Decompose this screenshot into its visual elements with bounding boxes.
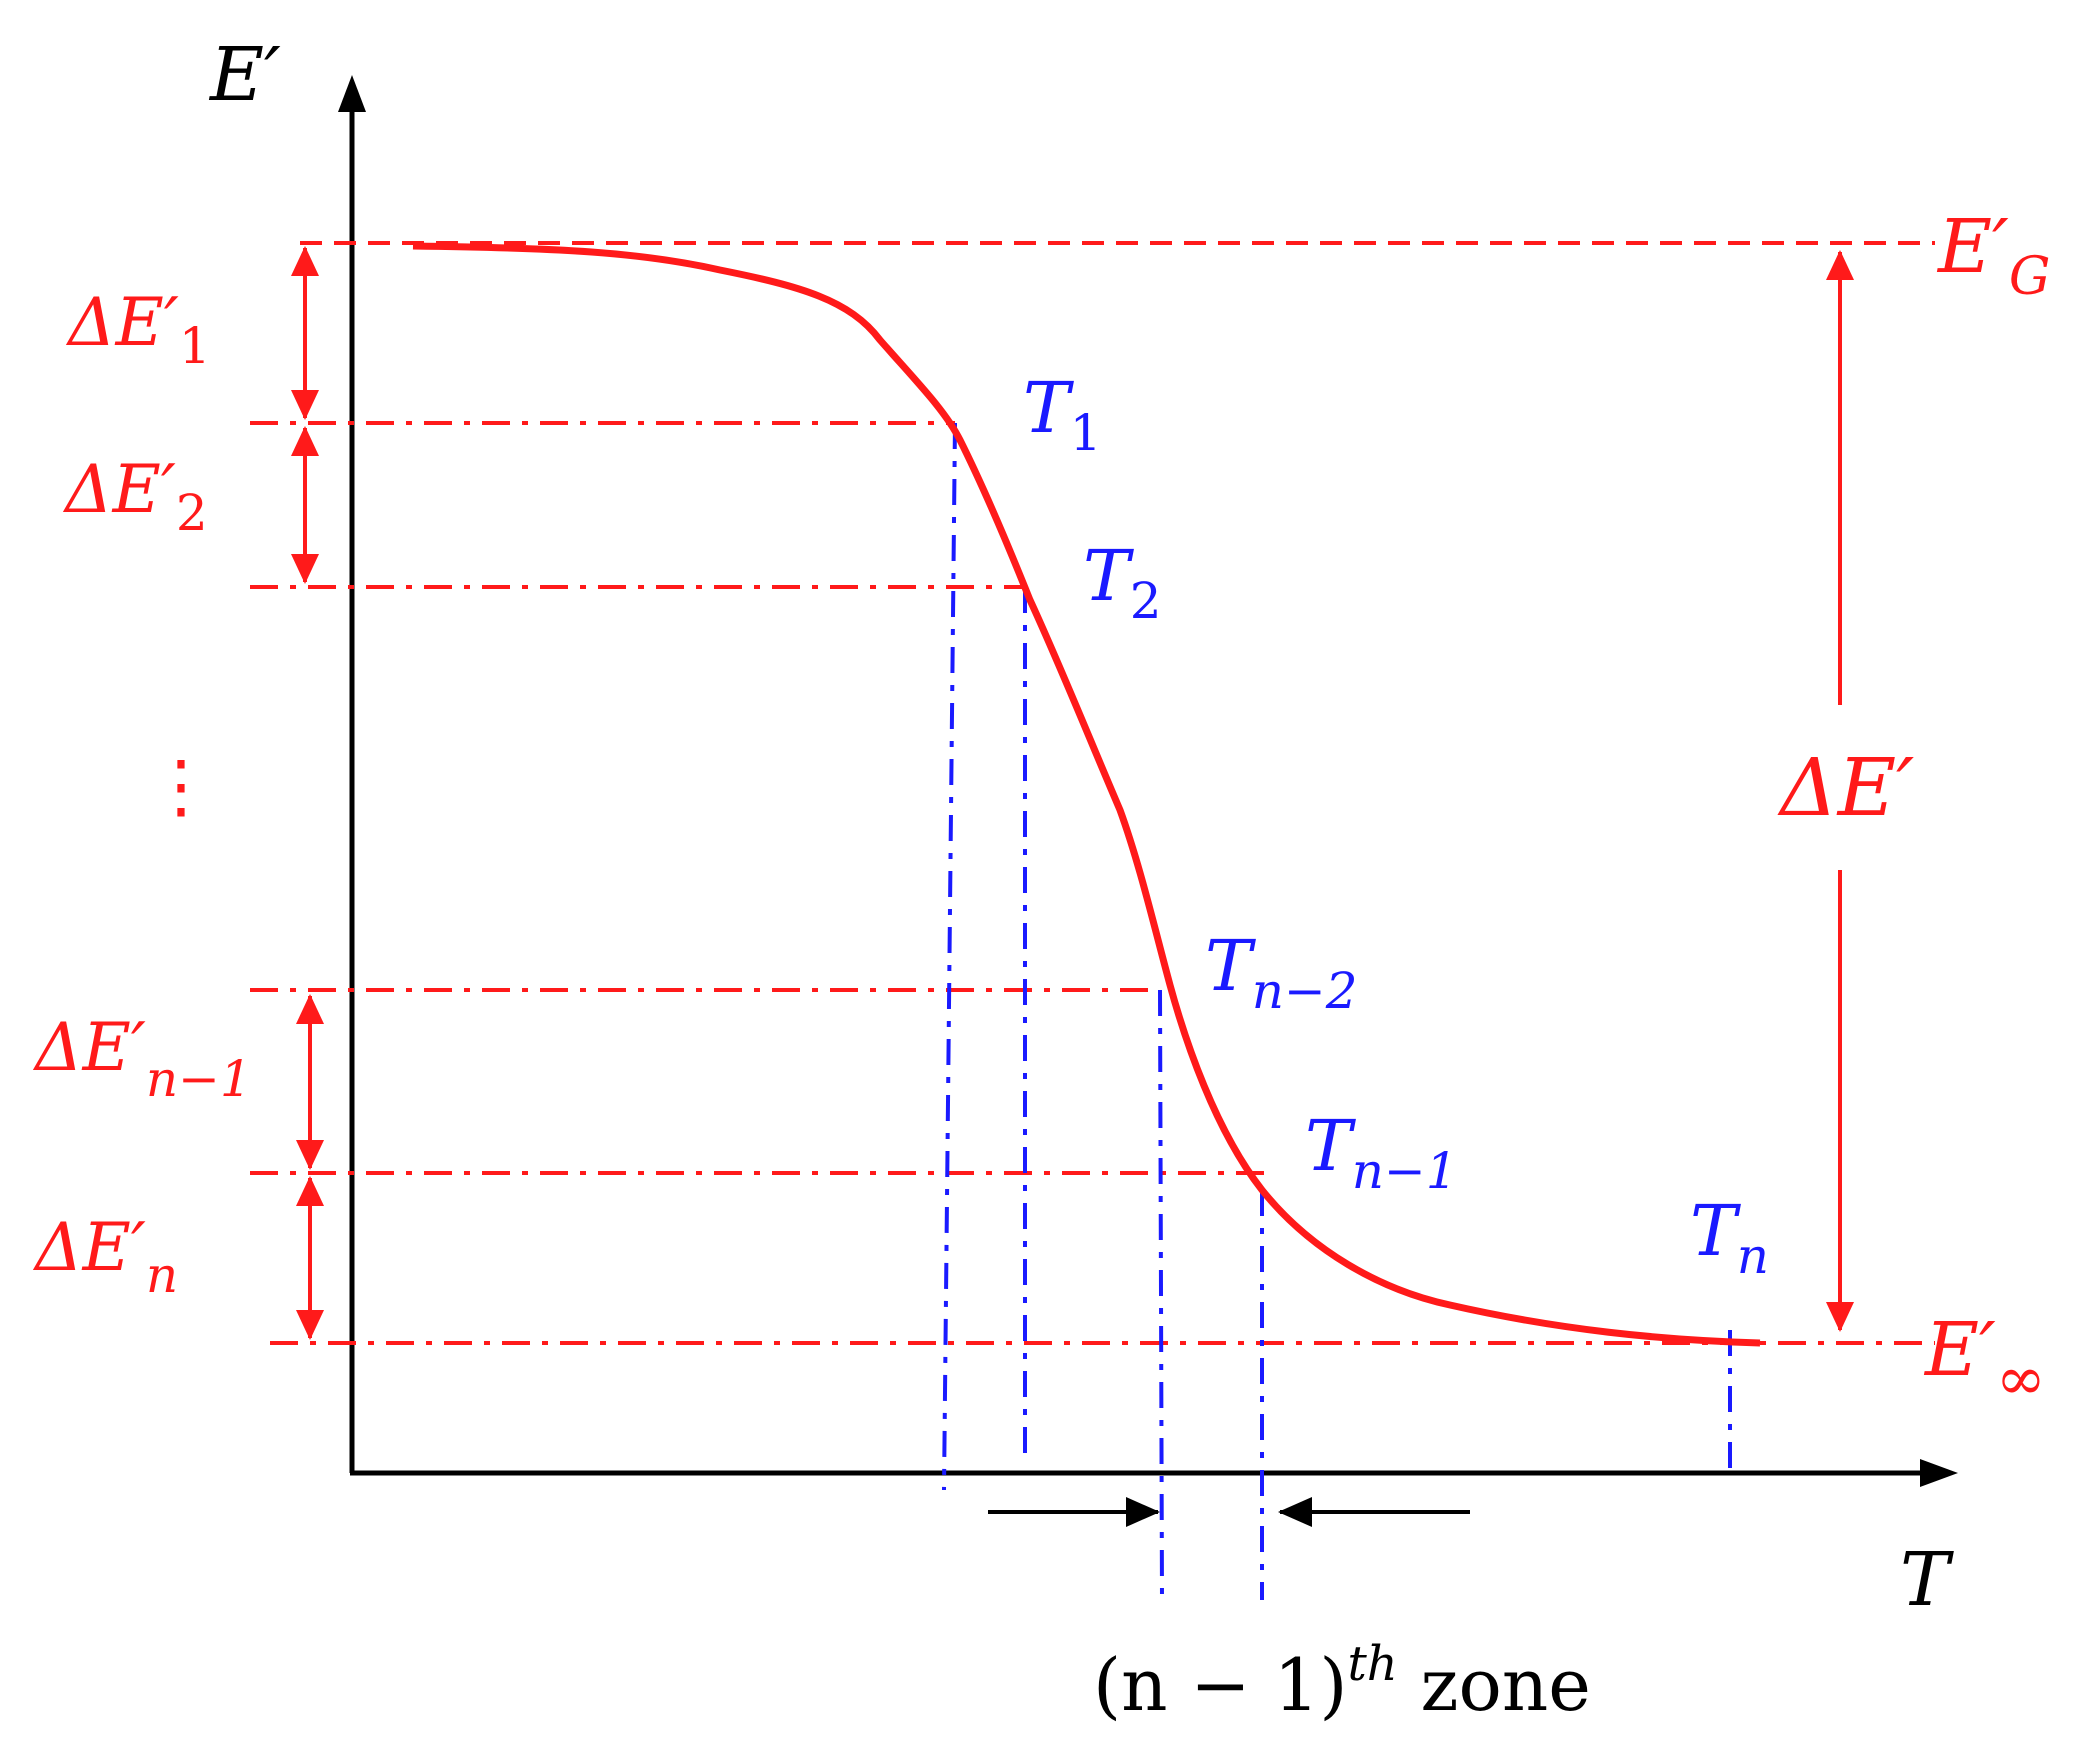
label-t2: T2 xyxy=(1083,535,1162,630)
label-tn: Tn xyxy=(1690,1190,1769,1285)
label-t1: T1 xyxy=(1023,367,1102,462)
label-total-delta: ΔE′ xyxy=(1777,741,1914,834)
label-delta-1: ΔE′1 xyxy=(65,284,211,375)
x-axis-arrowhead xyxy=(1920,1459,1958,1487)
label-tn-2: Tn−2 xyxy=(1205,925,1358,1020)
y-axis-label: E′ xyxy=(208,32,281,118)
label-delta-n-1: ΔE′n−1 xyxy=(32,1009,252,1108)
label-tn-1: Tn−1 xyxy=(1305,1105,1458,1200)
label-e-glassy: E′G xyxy=(1936,204,2050,307)
label-delta-2: ΔE′2 xyxy=(62,451,208,542)
temp-line-tn-2 xyxy=(1158,989,1164,1601)
temp-line-t1 xyxy=(942,422,957,1491)
label-e-infinity: E′∞ xyxy=(1923,1307,2046,1414)
modulus-curve xyxy=(412,242,1761,1347)
label-delta-n: ΔE′n xyxy=(32,1209,178,1304)
y-axis-arrowhead xyxy=(338,75,366,112)
zone-label: (n − 1)th zone xyxy=(1093,1636,1591,1727)
label-delta-ellipsis: ⋮ xyxy=(146,745,216,827)
x-axis-label: T xyxy=(1900,1537,1954,1623)
